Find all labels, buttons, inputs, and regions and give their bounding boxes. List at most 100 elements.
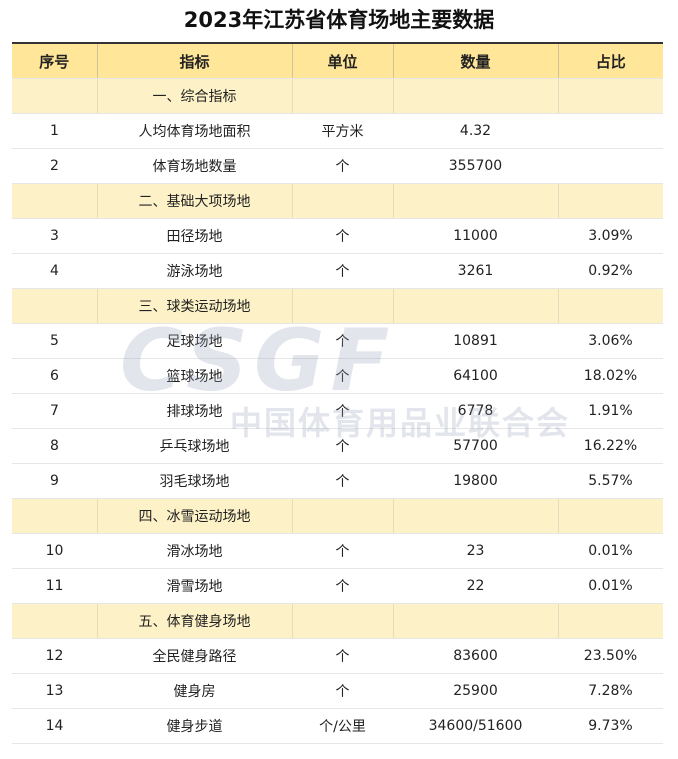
cell: 10891	[393, 323, 558, 359]
cell: 个	[292, 568, 393, 604]
section-cell	[558, 183, 663, 219]
section-cell	[393, 78, 559, 114]
cell: 64100	[393, 358, 558, 394]
cell: 0.01%	[558, 533, 663, 569]
cell: 3.06%	[558, 323, 663, 359]
section-cell	[292, 78, 394, 114]
data-row: 4 游泳场地个 3261 0.92%	[12, 253, 663, 289]
data-row: 3 田径场地个 11000 3.09%	[12, 218, 663, 254]
section-cell	[292, 603, 394, 639]
cell: 8	[12, 428, 97, 464]
data-row: 7 排球场地个 6778 1.91%	[12, 393, 663, 429]
cell: 足球场地	[97, 323, 292, 359]
cell	[558, 113, 663, 149]
header-row: 序号 指标 单位 数量 占比	[12, 42, 663, 79]
cell: 3.09%	[558, 218, 663, 254]
section-cell	[558, 78, 663, 114]
cell: 滑雪场地	[97, 568, 292, 604]
cell: 个	[292, 673, 393, 709]
cell: 23.50%	[558, 638, 663, 674]
cell: 羽毛球场地	[97, 463, 292, 499]
cell: 83600	[393, 638, 558, 674]
cell: 22	[393, 568, 558, 604]
data-row: 1 人均体育场地面积 平方米 4.32	[12, 113, 663, 149]
cell: 平方米	[292, 113, 393, 149]
section-cell: 三、球类运动场地	[97, 288, 293, 324]
cell: 57700	[393, 428, 558, 464]
cell: 13	[12, 673, 97, 709]
cell: 12	[12, 638, 97, 674]
header-cell: 单位	[292, 42, 394, 79]
cell: 个	[292, 148, 393, 184]
section-row: 五、体育健身场地	[12, 603, 663, 639]
section-cell: 五、体育健身场地	[97, 603, 293, 639]
section-row: 三、球类运动场地	[12, 288, 663, 324]
cell: 个	[292, 358, 393, 394]
data-row: 8 乒乓球场地个 57700 16.22%	[12, 428, 663, 464]
cell: 4	[12, 253, 97, 289]
cell: 23	[393, 533, 558, 569]
data-row: 2 体育场地数量个 355700	[12, 148, 663, 184]
cell: 全民健身路径	[97, 638, 292, 674]
cell: 11	[12, 568, 97, 604]
section-cell	[12, 78, 98, 114]
data-row: 13 健身房个 25900 7.28%	[12, 673, 663, 709]
cell: 34600/51600	[393, 708, 558, 744]
cell: 人均体育场地面积	[97, 113, 292, 149]
cell: 6	[12, 358, 97, 394]
cell: 滑冰场地	[97, 533, 292, 569]
cell: 5	[12, 323, 97, 359]
section-row: 二、基础大项场地	[12, 183, 663, 219]
cell: 0.01%	[558, 568, 663, 604]
section-row: 四、冰雪运动场地	[12, 498, 663, 534]
section-cell	[393, 603, 559, 639]
cell: 1.91%	[558, 393, 663, 429]
section-cell	[292, 498, 394, 534]
section-cell	[558, 288, 663, 324]
section-cell	[12, 603, 98, 639]
cell	[558, 148, 663, 184]
header-cell: 占比	[558, 42, 663, 79]
cell: 个	[292, 218, 393, 254]
cell: 25900	[393, 673, 558, 709]
cell: 355700	[393, 148, 558, 184]
cell: 10	[12, 533, 97, 569]
cell: 3261	[393, 253, 558, 289]
cell: 16.22%	[558, 428, 663, 464]
data-row: 5 足球场地个 10891 3.06%	[12, 323, 663, 359]
cell: 健身房	[97, 673, 292, 709]
section-cell	[292, 288, 394, 324]
section-row: 一、综合指标	[12, 78, 663, 114]
data-row: 11 滑雪场地个 22 0.01%	[12, 568, 663, 604]
cell: 9.73%	[558, 708, 663, 744]
cell: 个	[292, 638, 393, 674]
cell: 排球场地	[97, 393, 292, 429]
section-cell: 四、冰雪运动场地	[97, 498, 293, 534]
section-cell	[558, 603, 663, 639]
section-cell: 一、综合指标	[97, 78, 293, 114]
cell: 7.28%	[558, 673, 663, 709]
header-cell: 序号	[12, 42, 98, 79]
cell: 18.02%	[558, 358, 663, 394]
section-cell	[12, 498, 98, 534]
data-row: 10 滑冰场地个 23 0.01%	[12, 533, 663, 569]
cell: 0.92%	[558, 253, 663, 289]
header-cell: 指标	[97, 42, 293, 79]
cell: 7	[12, 393, 97, 429]
cell: 3	[12, 218, 97, 254]
cell: 个	[292, 463, 393, 499]
title: 2023年江苏省体育场地主要数据	[183, 8, 495, 32]
cell: 田径场地	[97, 218, 292, 254]
section-cell	[393, 288, 559, 324]
cell: 乒乓球场地	[97, 428, 292, 464]
section-cell	[292, 183, 394, 219]
cell: 体育场地数量	[97, 148, 292, 184]
cell: 1	[12, 113, 97, 149]
cell: 9	[12, 463, 97, 499]
section-cell	[12, 288, 98, 324]
cell: 个	[292, 428, 393, 464]
section-cell	[393, 183, 559, 219]
section-cell	[12, 183, 98, 219]
cell: 14	[12, 708, 97, 744]
